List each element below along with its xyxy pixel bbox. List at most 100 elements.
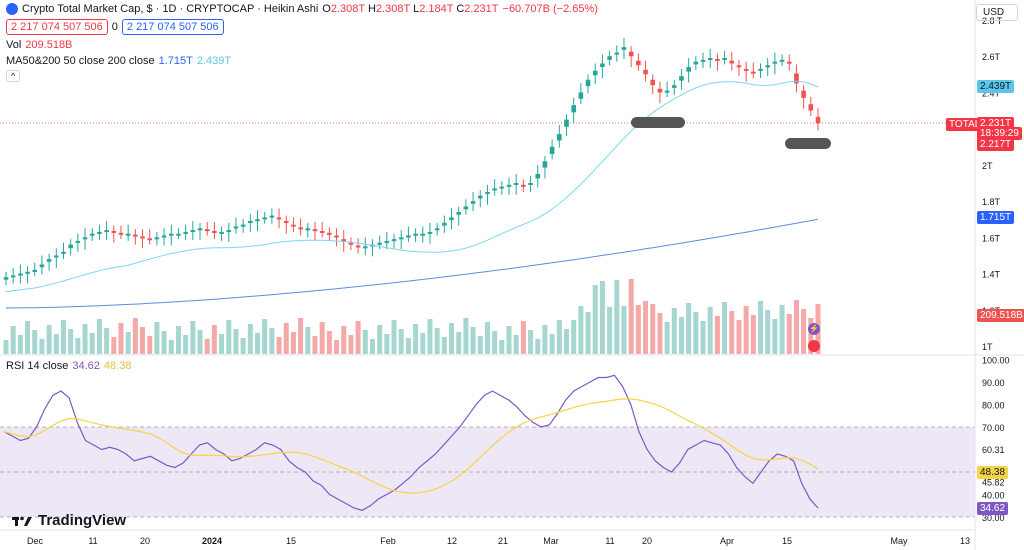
sell-button[interactable]: 2 217 074 507 506 bbox=[6, 19, 108, 35]
rsi-ma-tag: 48.38 bbox=[977, 466, 1009, 479]
ma-low-tag: 1.715T bbox=[977, 211, 1015, 224]
candle-body bbox=[327, 232, 332, 235]
lightning-icon[interactable]: ⚡ bbox=[808, 323, 820, 335]
volume-bar bbox=[707, 307, 713, 354]
price-axis-label: 2.4T bbox=[982, 88, 1001, 98]
candle-body bbox=[801, 90, 806, 98]
ma-top-tag: 2.439T bbox=[977, 80, 1015, 93]
volume-bar bbox=[183, 335, 189, 354]
spread-value: 0 bbox=[111, 21, 118, 33]
candle-body bbox=[197, 228, 203, 231]
candle-body bbox=[413, 233, 418, 236]
candle-body bbox=[794, 73, 799, 84]
candle-body bbox=[434, 228, 440, 231]
time-axis-label: 11 bbox=[605, 536, 614, 546]
candle-body bbox=[535, 173, 541, 179]
candle-body bbox=[779, 59, 785, 62]
candle-body bbox=[427, 231, 433, 234]
volume-bar bbox=[434, 328, 440, 354]
candle-body bbox=[585, 79, 591, 87]
volume-bar bbox=[743, 306, 749, 354]
ma50-line bbox=[5, 80, 819, 293]
candle-body bbox=[219, 231, 224, 234]
volume-bar bbox=[801, 309, 807, 354]
candle-body bbox=[549, 146, 555, 155]
candle-body bbox=[97, 231, 102, 234]
candle-body bbox=[10, 275, 16, 278]
volume-bar bbox=[312, 336, 318, 354]
candle-body bbox=[521, 184, 526, 187]
volume-bar bbox=[441, 337, 447, 354]
candle-body bbox=[758, 68, 763, 71]
volume-bar bbox=[463, 318, 469, 354]
volume-bar bbox=[449, 323, 455, 354]
volume-bar bbox=[197, 330, 203, 354]
candle-body bbox=[664, 90, 670, 93]
volume-legend: Vol 209.518B bbox=[6, 39, 72, 51]
volume-bar bbox=[398, 329, 404, 354]
candle-body bbox=[377, 242, 382, 245]
ma-legend: MA50&200 50 close 200 close 1.715T 2.439… bbox=[6, 55, 231, 67]
ma-label: MA50&200 50 close 200 close bbox=[6, 55, 155, 67]
volume-bar bbox=[348, 335, 354, 354]
candle-body bbox=[18, 273, 23, 276]
volume-bar bbox=[405, 338, 411, 354]
volume-bar bbox=[377, 325, 383, 354]
time-axis-label: Apr bbox=[720, 536, 734, 546]
volume-bar bbox=[125, 332, 131, 354]
candle-body bbox=[442, 222, 447, 226]
candle-body bbox=[183, 231, 188, 234]
candle-body bbox=[32, 269, 38, 272]
candle-body bbox=[592, 70, 598, 76]
volume-bar bbox=[686, 303, 692, 354]
marker-pill-bottom bbox=[785, 138, 831, 149]
volume-bar bbox=[607, 307, 613, 354]
candle-body bbox=[686, 67, 691, 72]
ohlc-value: 2.308T bbox=[330, 3, 365, 15]
volume-bar bbox=[520, 321, 526, 354]
candle-body bbox=[68, 244, 73, 249]
rsi-legend: RSI 14 close 34.62 48.38 bbox=[6, 360, 131, 372]
ohlc-value: 2.184T bbox=[419, 3, 454, 15]
volume-bar bbox=[305, 327, 311, 354]
rsi-ma-line bbox=[3, 398, 819, 494]
candle-body bbox=[528, 183, 533, 185]
currency-selector[interactable]: USD bbox=[976, 4, 1018, 21]
candle-body bbox=[3, 277, 9, 280]
volume-bar bbox=[161, 331, 167, 354]
tradingview-logo: TradingView bbox=[12, 512, 126, 529]
candle-body bbox=[643, 69, 648, 75]
candle-body bbox=[542, 161, 548, 168]
candle-body bbox=[262, 217, 267, 220]
price-axis-label: 1.8T bbox=[982, 197, 1001, 207]
last-price-tag: 2.231T bbox=[977, 117, 1015, 130]
volume-bar bbox=[362, 330, 368, 354]
flag-icon[interactable] bbox=[808, 340, 820, 352]
candle-body bbox=[736, 65, 742, 68]
volume-bar bbox=[384, 334, 390, 354]
time-axis-label: 13 bbox=[960, 536, 970, 546]
candle-body bbox=[492, 188, 497, 191]
candle-body bbox=[485, 192, 490, 195]
candle-body bbox=[621, 47, 627, 50]
candle-body bbox=[815, 116, 821, 124]
vol-value: 209.518B bbox=[25, 39, 73, 51]
volume-bar bbox=[25, 321, 31, 354]
candle-body bbox=[513, 183, 519, 185]
candle-body bbox=[715, 58, 720, 61]
volume-bar bbox=[283, 323, 289, 354]
candle-body bbox=[398, 237, 404, 240]
rsi-label: RSI 14 close bbox=[6, 360, 69, 372]
candle-body bbox=[614, 52, 620, 55]
candle-body bbox=[82, 237, 88, 240]
collapse-legend-button[interactable]: ^ bbox=[6, 70, 21, 82]
candle-body bbox=[25, 271, 30, 274]
volume-bar bbox=[506, 326, 512, 354]
order-row: 2 217 074 507 506 0 2 217 074 507 506 bbox=[6, 19, 224, 35]
candle-body bbox=[212, 230, 217, 233]
candle-body bbox=[391, 239, 397, 242]
volume-bar bbox=[628, 279, 634, 354]
buy-button[interactable]: 2 217 074 507 506 bbox=[121, 19, 224, 35]
volume-bar bbox=[693, 312, 699, 354]
